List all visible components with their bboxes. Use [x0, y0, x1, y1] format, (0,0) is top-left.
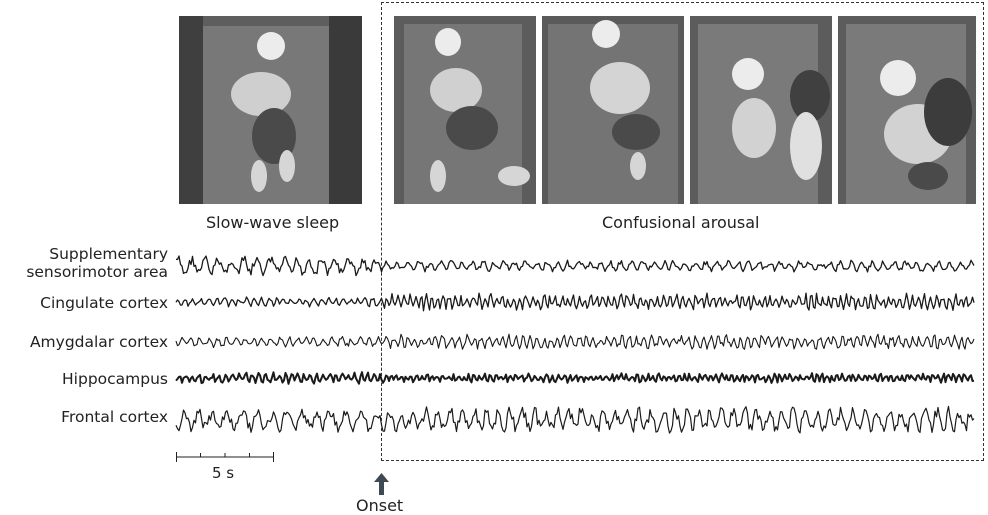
eeg-trace-hippocampus: [175, 371, 975, 385]
eeg-trace-amygdalar: [175, 333, 975, 350]
photo-panel-arousal-4: [838, 16, 976, 204]
sleep-photo: [179, 16, 362, 204]
channel-label-hippocampus: Hippocampus: [62, 370, 168, 388]
channel-label-line2: sensorimotor area: [26, 263, 168, 281]
eeg-trace-frontal: [175, 405, 975, 434]
photo-panel-arousal-3: [690, 16, 832, 204]
channel-label-frontal: Frontal cortex: [61, 408, 168, 426]
arousal-photo-1: [394, 16, 536, 204]
time-scale-bar: [176, 452, 274, 462]
caption-slow-wave-sleep: Slow-wave sleep: [206, 213, 340, 232]
channel-label-amygdalar: Amygdalar cortex: [29, 333, 168, 351]
arousal-photo-3: [690, 16, 832, 204]
onset-arrow-icon: [374, 473, 389, 495]
time-scale-label: 5 s: [212, 464, 235, 482]
eeg-trace-cingulate: [175, 292, 975, 312]
onset-label: Onset: [356, 496, 404, 515]
photo-panel-sleep: [179, 16, 362, 204]
photo-panel-arousal-1: [394, 16, 536, 204]
arousal-photo-2: [542, 16, 684, 204]
channel-label-cingulate: Cingulate cortex: [40, 294, 168, 312]
channel-label-supplementary-sensorimotor: Supplementary sensorimotor area: [26, 245, 168, 281]
channel-label-line1: Supplementary: [49, 245, 168, 263]
photo-panel-arousal-2: [542, 16, 684, 204]
caption-confusional-arousal: Confusional arousal: [602, 213, 760, 232]
eeg-trace-supplementary-sensorimotor: [175, 255, 975, 277]
onset-dashed-line: [381, 2, 382, 461]
arousal-photo-4: [838, 16, 976, 204]
